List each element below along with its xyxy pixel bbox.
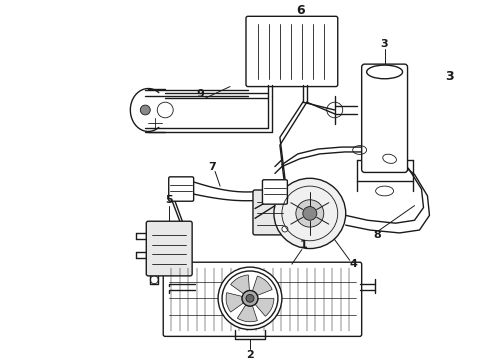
Wedge shape xyxy=(231,275,249,294)
Circle shape xyxy=(140,105,150,115)
FancyBboxPatch shape xyxy=(147,221,192,276)
Text: 2: 2 xyxy=(246,350,254,360)
FancyBboxPatch shape xyxy=(362,64,408,172)
FancyBboxPatch shape xyxy=(246,16,338,86)
Text: 7: 7 xyxy=(208,162,216,172)
Text: 5: 5 xyxy=(166,195,173,205)
Wedge shape xyxy=(255,298,274,316)
Text: 1: 1 xyxy=(300,240,308,249)
Text: 8: 8 xyxy=(374,230,382,240)
Circle shape xyxy=(274,178,346,248)
Text: 6: 6 xyxy=(296,4,305,17)
Circle shape xyxy=(303,207,317,220)
Ellipse shape xyxy=(367,65,403,79)
Circle shape xyxy=(242,291,258,306)
FancyBboxPatch shape xyxy=(163,262,362,336)
FancyBboxPatch shape xyxy=(263,180,287,204)
Wedge shape xyxy=(226,293,244,312)
Circle shape xyxy=(246,294,254,302)
Ellipse shape xyxy=(238,287,262,310)
Circle shape xyxy=(282,195,288,201)
Text: 3: 3 xyxy=(381,39,389,49)
FancyBboxPatch shape xyxy=(169,177,194,201)
Text: 9: 9 xyxy=(196,89,204,99)
Wedge shape xyxy=(237,305,257,322)
Text: 3: 3 xyxy=(445,70,454,83)
FancyBboxPatch shape xyxy=(253,190,287,235)
Circle shape xyxy=(218,267,282,329)
Circle shape xyxy=(282,226,288,232)
Text: 4: 4 xyxy=(350,259,358,269)
Wedge shape xyxy=(252,276,272,296)
Circle shape xyxy=(296,200,324,227)
